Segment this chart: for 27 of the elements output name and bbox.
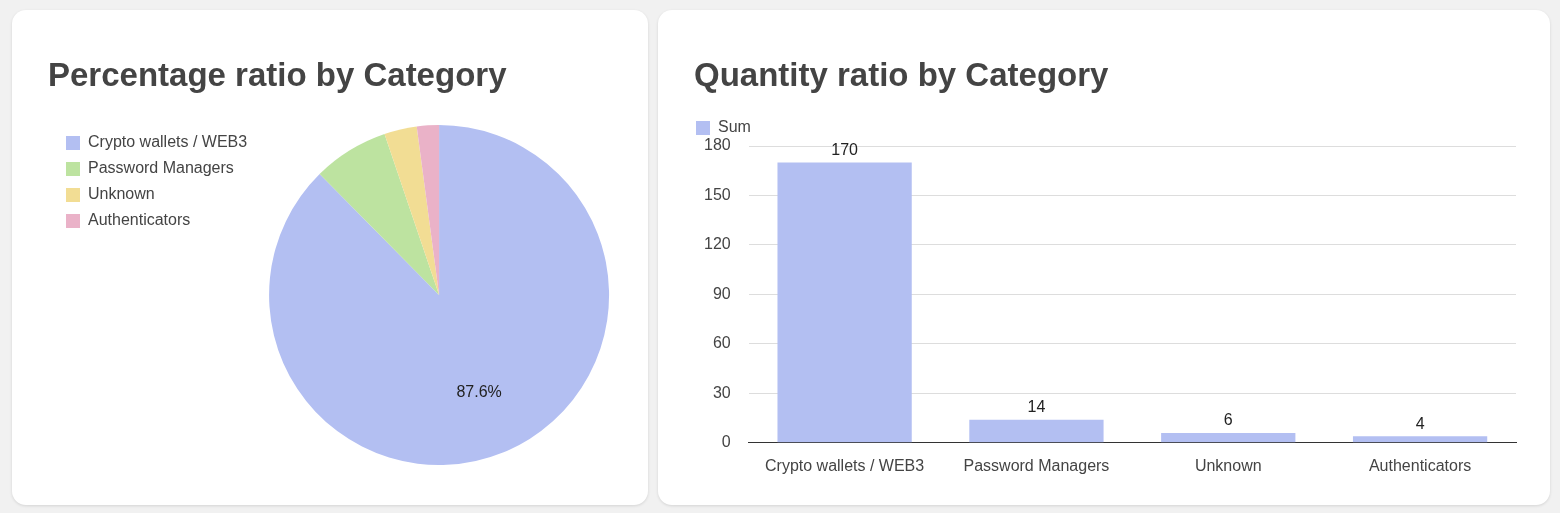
x-tick-label: Unknown: [1194, 456, 1262, 474]
bar: [969, 419, 1104, 443]
y-tick-label: 0: [721, 433, 731, 451]
y-tick-label: 30: [712, 383, 731, 401]
y-tick-label: 150: [703, 185, 731, 203]
data-label: 170: [831, 140, 859, 158]
x-tick-label: Authenticators: [1368, 456, 1472, 474]
data-label: 6: [1223, 411, 1233, 429]
legend-label: Password Managers: [88, 159, 234, 177]
y-tick-label: 180: [703, 136, 731, 154]
y-tick-label: 60: [712, 334, 731, 352]
data-label: 14: [1027, 398, 1046, 416]
legend-label: Crypto wallets / WEB3: [88, 133, 248, 151]
legend-label: Sum: [718, 118, 751, 136]
bar: [777, 162, 912, 443]
chart-title: Percentage ratio by Category: [48, 56, 507, 94]
x-tick-label: Password Managers: [963, 456, 1110, 474]
bar: [1352, 436, 1488, 443]
legend-label: Unknown: [88, 185, 155, 203]
y-tick-label: 120: [703, 235, 731, 253]
legend-label: Authenticators: [88, 211, 191, 229]
data-label: 87.6%: [456, 382, 502, 400]
y-tick-label: 90: [712, 284, 731, 302]
chart-title: Quantity ratio by Category: [694, 56, 1109, 94]
bar: [1161, 432, 1296, 443]
x-tick-label: Crypto wallets / WEB3: [765, 456, 925, 474]
data-label: 4: [1415, 414, 1425, 432]
